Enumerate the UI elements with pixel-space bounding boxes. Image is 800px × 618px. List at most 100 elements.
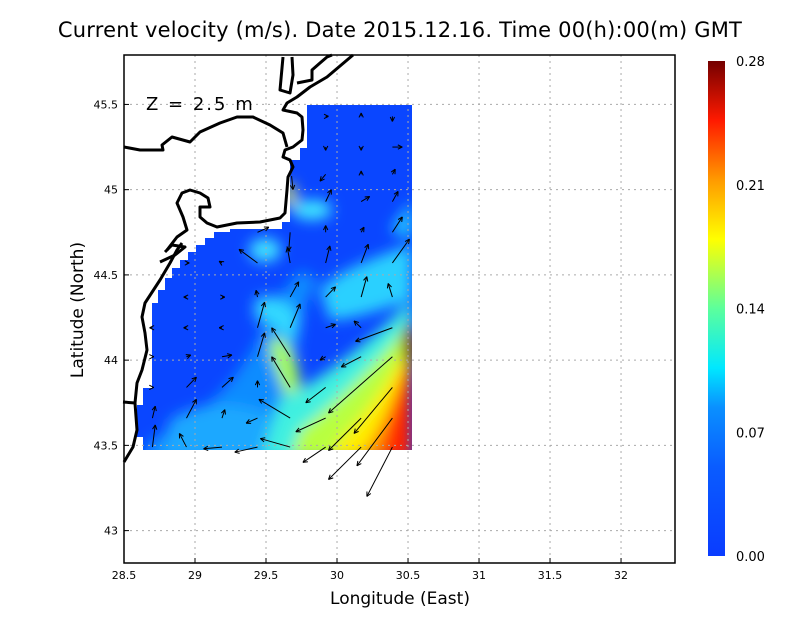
velocity-arrows — [149, 112, 410, 497]
velocity-arrow — [305, 387, 326, 404]
velocity-arrow — [257, 332, 266, 357]
velocity-arrow — [220, 409, 226, 419]
y-axis-ticks: 45.5 45 44.5 44 43.5 43 — [94, 98, 129, 538]
velocity-arrow — [149, 354, 155, 360]
velocity-arrow — [340, 356, 362, 368]
velocity-arrow — [271, 356, 291, 388]
depth-label: Z = 2.5 m — [146, 94, 255, 115]
velocity-arrow — [178, 433, 187, 448]
velocity-arrow — [360, 243, 370, 264]
velocity-arrow — [391, 238, 410, 264]
x-tick-label: 28.5 — [112, 569, 137, 582]
velocity-arrow — [234, 446, 258, 454]
x-tick-label: 31.5 — [538, 569, 563, 582]
colorbar-tick-label: 0.07 — [736, 426, 765, 441]
velocity-arrow — [353, 320, 362, 329]
chart-title: Current velocity (m/s). Date 2015.12.16.… — [57, 18, 743, 42]
velocity-arrow — [302, 446, 326, 463]
velocity-arrow — [151, 405, 157, 419]
velocity-arrow — [183, 294, 189, 300]
velocity-arrow — [149, 384, 155, 391]
colorbar-tick-label: 0.00 — [736, 550, 765, 565]
velocity-arrow — [295, 417, 326, 433]
colorbar-tick-label: 0.28 — [736, 55, 765, 70]
velocity-arrow — [289, 303, 301, 328]
velocity-arrow — [319, 355, 326, 361]
velocity-arrow — [325, 189, 332, 202]
colorbar — [708, 61, 725, 556]
grid-lines — [124, 55, 675, 563]
velocity-arrow — [218, 325, 224, 331]
velocity-arrow — [359, 226, 365, 233]
velocity-arrow — [355, 327, 393, 343]
velocity-arrow — [258, 398, 291, 419]
velocity-arrow — [319, 174, 327, 182]
x-axis-ticks: 28.5 29 29.5 30 30.5 31 31.5 32 — [112, 558, 628, 582]
velocity-arrow — [254, 380, 261, 388]
y-tick-label: 44 — [104, 354, 118, 367]
velocity-arrow — [149, 325, 155, 331]
velocity-arrow — [186, 398, 197, 419]
velocity-arrow — [391, 190, 399, 202]
velocity-arrow — [151, 424, 158, 448]
velocity-arrow — [325, 286, 337, 298]
y-tick-label: 45 — [104, 184, 118, 197]
x-tick-label: 31 — [472, 569, 486, 582]
velocity-arrow — [386, 283, 393, 298]
velocity-arrow — [218, 260, 225, 266]
velocity-arrow — [221, 353, 233, 359]
velocity-arrow — [271, 327, 291, 358]
velocity-arrow — [285, 247, 291, 264]
velocity-arrow — [358, 170, 364, 176]
velocity-arrow — [323, 225, 329, 233]
velocity-arrow — [289, 281, 300, 298]
x-axis-label: Longitude (East) — [330, 589, 470, 609]
velocity-arrow — [238, 248, 258, 264]
plot-frame — [123, 54, 676, 564]
velocity-arrow — [391, 216, 403, 233]
y-tick-label: 43.5 — [94, 439, 119, 452]
y-tick-label: 44.5 — [94, 269, 119, 282]
x-tick-label: 30.5 — [396, 569, 421, 582]
velocity-arrow — [323, 113, 329, 119]
velocity-arrow — [328, 356, 393, 414]
velocity-arrow — [259, 437, 291, 448]
velocity-arrow — [356, 417, 393, 467]
x-tick-label: 29.5 — [254, 569, 279, 582]
velocity-arrow — [328, 446, 362, 480]
x-tick-label: 30 — [330, 569, 344, 582]
velocity-arrow — [257, 226, 270, 233]
y-tick-label: 45.5 — [94, 98, 119, 111]
velocity-arrow — [358, 145, 364, 151]
velocity-arrow — [186, 376, 197, 388]
x-tick-label: 29 — [188, 569, 202, 582]
velocity-arrow — [366, 446, 393, 497]
velocity-arrow — [360, 195, 371, 203]
velocity-arrow — [325, 245, 332, 264]
velocity-arrow — [392, 144, 403, 150]
x-tick-label: 32 — [614, 569, 628, 582]
velocity-arrow — [358, 112, 364, 118]
velocity-arrow — [328, 417, 362, 451]
velocity-arrow — [325, 323, 336, 329]
velocity-arrow — [254, 289, 260, 298]
velocity-arrow — [323, 145, 329, 151]
y-tick-label: 43 — [104, 525, 118, 538]
velocity-arrow — [353, 387, 393, 434]
coastline — [122, 53, 354, 463]
colorbar-tick-label: 0.21 — [736, 179, 765, 194]
colorbar-ticks: 0.28 0.21 0.14 0.07 0.00 — [736, 55, 765, 565]
velocity-arrow — [220, 294, 226, 300]
velocity-arrow — [245, 417, 258, 424]
velocity-arrow — [390, 168, 396, 175]
velocity-arrow — [257, 301, 266, 328]
velocity-arrow — [184, 260, 190, 266]
colorbar-tick-label: 0.14 — [736, 303, 765, 318]
velocity-arrow — [183, 325, 189, 331]
velocity-arrow — [389, 116, 396, 122]
velocity-arrow — [360, 276, 369, 298]
velocity-arrow — [203, 445, 223, 452]
velocity-arrow — [185, 354, 192, 360]
velocity-arrow — [221, 376, 234, 388]
